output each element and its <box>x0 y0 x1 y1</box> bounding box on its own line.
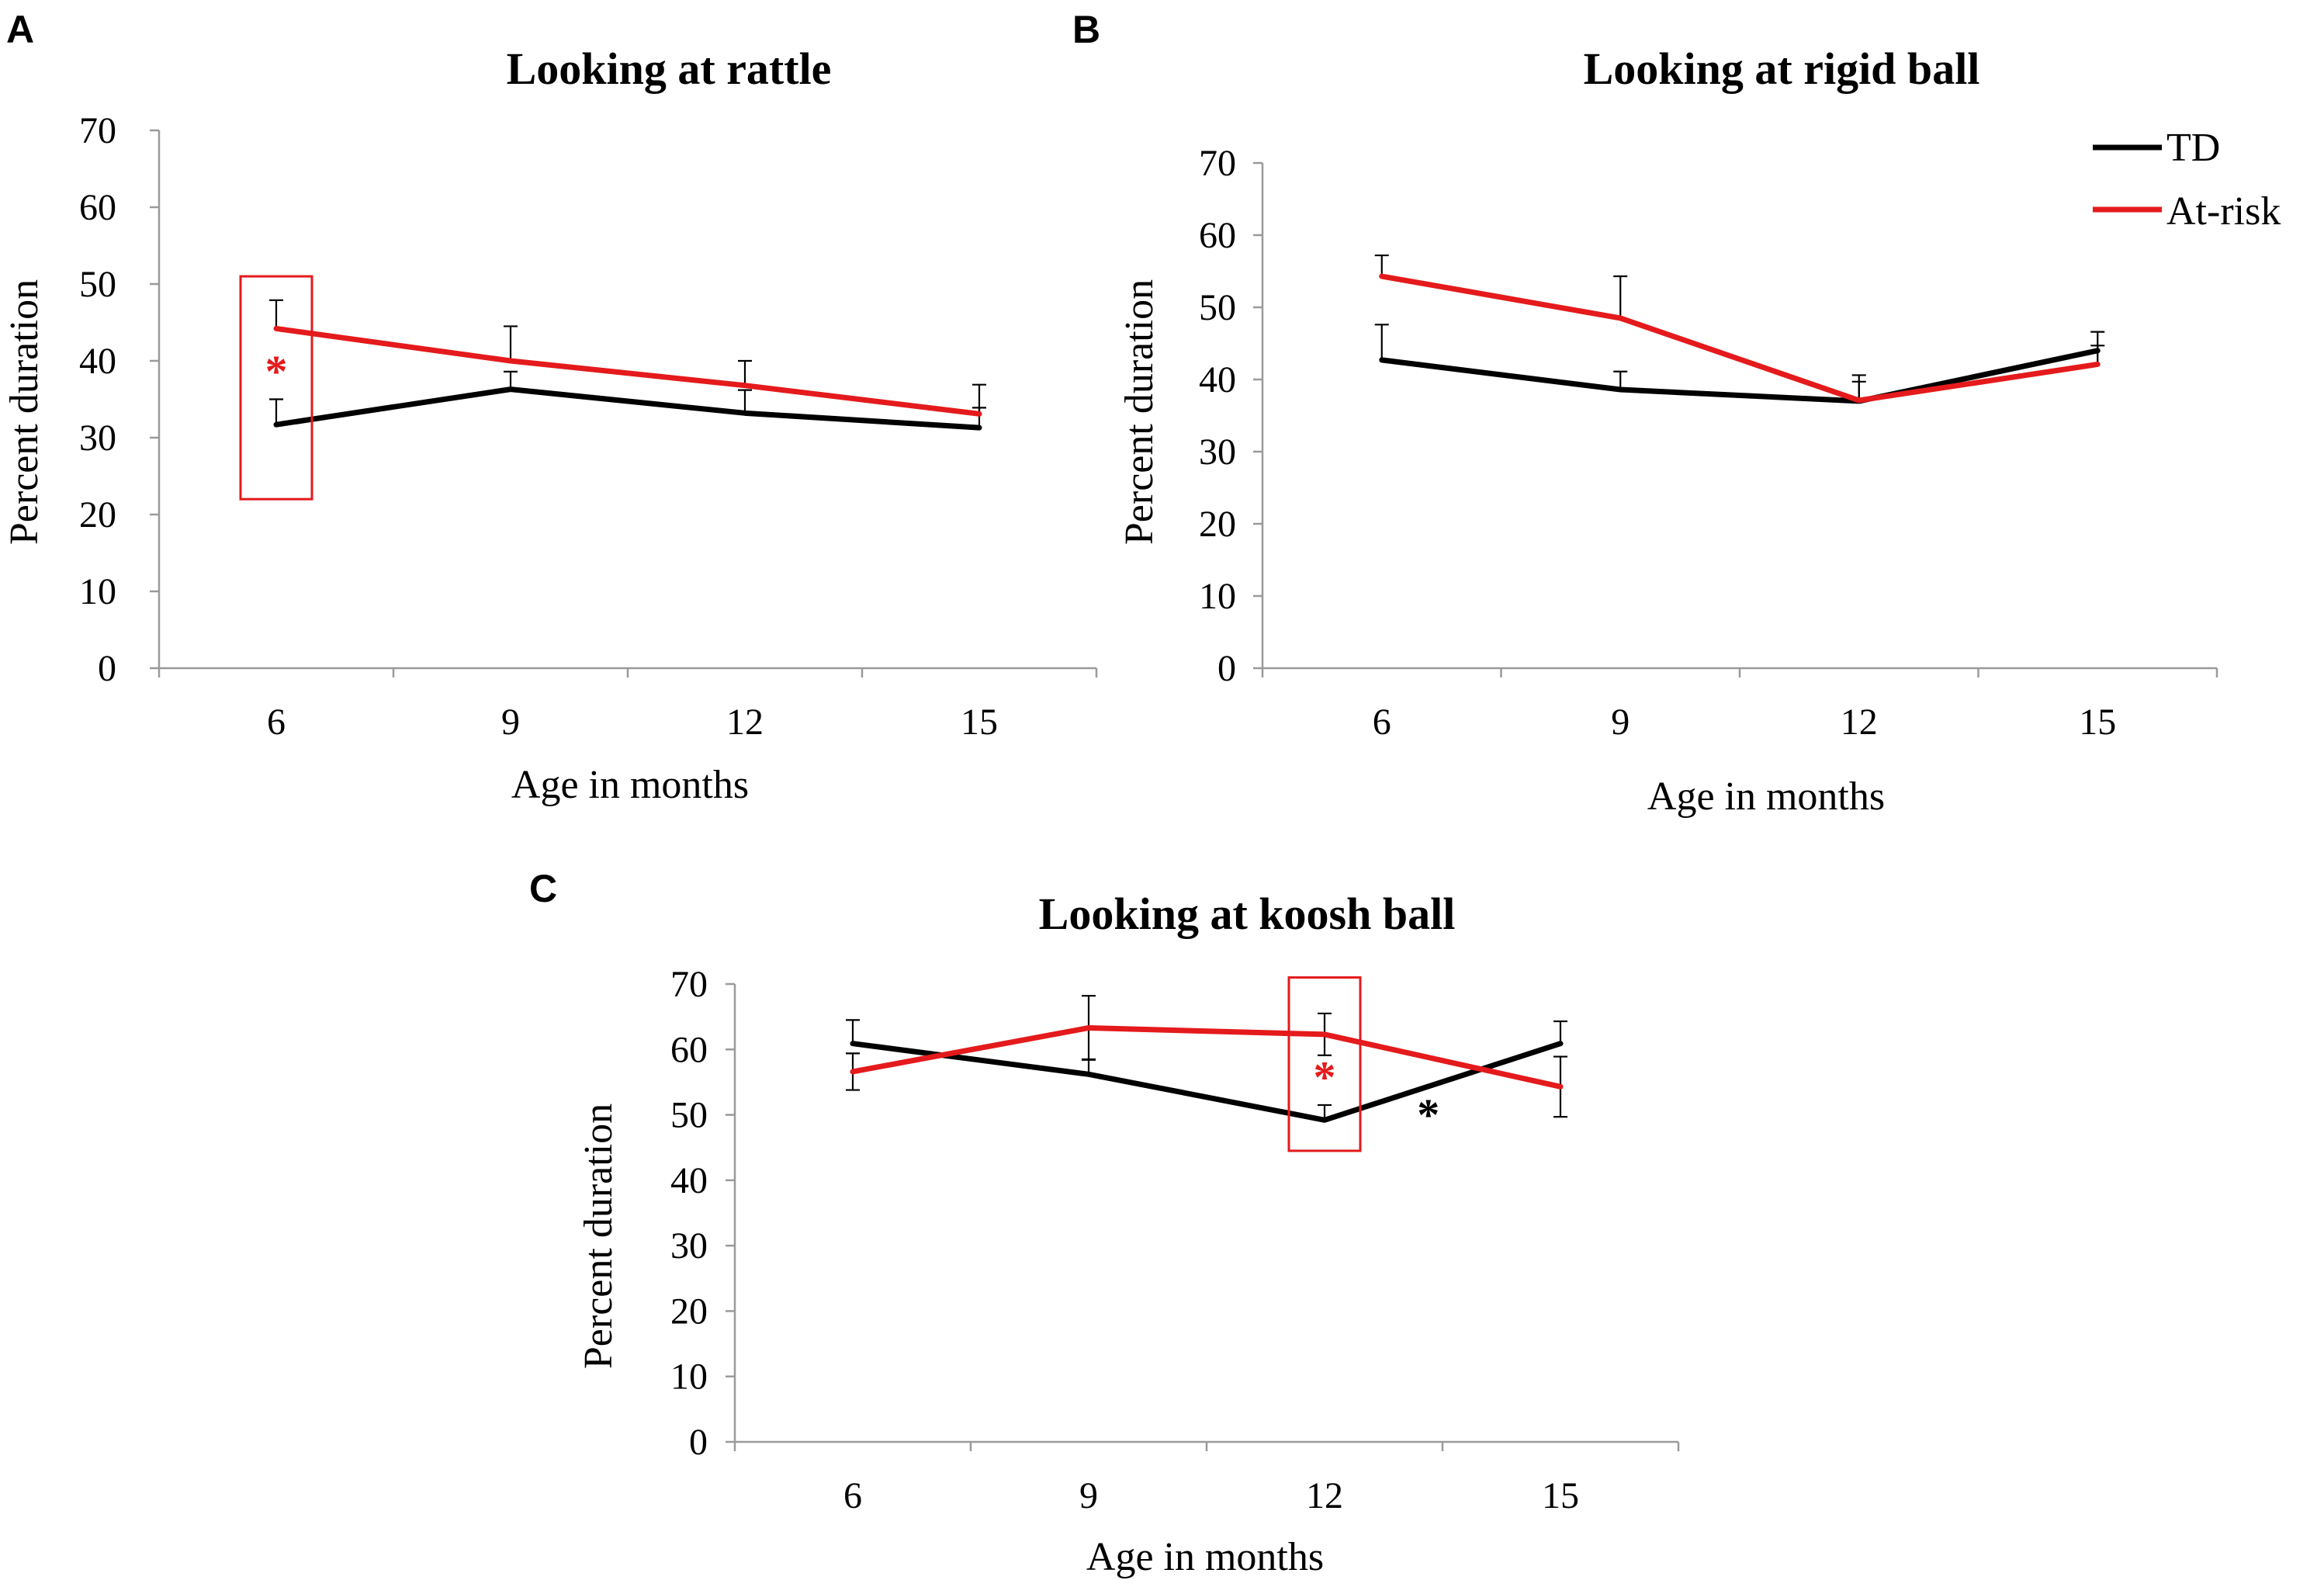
panel-a-y-tick-label: 50 <box>79 264 116 305</box>
panel-a-y-tick-label: 0 <box>98 648 116 689</box>
panel-c-y-tick-label: 30 <box>670 1225 708 1266</box>
panel-c-x-tick-label: 6 <box>843 1475 862 1516</box>
panel-b-y-tick-label: 30 <box>1199 431 1236 473</box>
panel-c-at-risk-line <box>850 1024 1564 1090</box>
panel-c-significance-star: * <box>1314 1052 1336 1102</box>
panel-c-significance-box <box>1287 976 1362 1152</box>
panel-letter-c: C <box>529 867 557 910</box>
panel-b-y-tick-label: 50 <box>1199 287 1236 328</box>
panel-a-x-tick-label: 6 <box>267 702 286 743</box>
panel-b-y-tick-label: 60 <box>1199 215 1236 256</box>
panel-a-at-risk-line <box>273 325 982 417</box>
panel-c-y-tick-label: 50 <box>670 1095 708 1136</box>
panel-c-xlabel: Age in months <box>1086 1535 1324 1579</box>
panel-b-plot-area: 0 10 20 30 40 50 60 70 6 9 12 15 <box>1199 143 2218 743</box>
panel-a-y-tick-label: 70 <box>79 110 116 151</box>
legend-label-td: TD <box>2166 126 2220 170</box>
panel-c-ylabel: Percent duration <box>577 1104 621 1369</box>
legend-label-at-risk: At-risk <box>2166 189 2281 234</box>
panel-a-xlabel: Age in months <box>511 763 749 807</box>
panel-a-plot-area: 0 10 20 30 40 50 60 70 6 9 12 15 * <box>79 110 1098 743</box>
panel-c-y-tick-label: 70 <box>670 964 708 1005</box>
panel-c-y-tick-label: 20 <box>670 1291 708 1332</box>
panel-b-y-tick-label: 0 <box>1217 648 1236 689</box>
panel-c-y-tick-label: 0 <box>689 1422 708 1463</box>
panel-a-y-tick-label: 10 <box>79 571 116 612</box>
panel-a: A Looking at rattle Percent duration Age… <box>2 8 1098 807</box>
panel-a-td-line <box>273 386 982 431</box>
panel-a-x-tick-label: 9 <box>501 702 520 743</box>
panel-c-x-tick-label: 15 <box>1542 1475 1579 1516</box>
panel-b-x-tick-label: 6 <box>1373 702 1391 743</box>
panel-b-td-line <box>1379 348 2101 404</box>
panel-a-y-tick-label: 60 <box>79 187 116 228</box>
panel-c-y-tick-label: 10 <box>670 1357 708 1398</box>
panel-c: C Looking at koosh ball Percent duration… <box>529 867 1680 1579</box>
panel-c-y-tick-label: 40 <box>670 1160 708 1201</box>
panel-b-y-tick-label: 70 <box>1199 143 1236 184</box>
panel-b: B Looking at rigid ball Percent duration… <box>1072 8 2281 819</box>
panel-c-x-tick-label: 9 <box>1079 1475 1098 1516</box>
panel-c-td-line <box>850 1041 1564 1123</box>
panel-b-title: Looking at rigid ball <box>1584 43 1980 94</box>
legend: TD At-risk <box>2093 126 2281 234</box>
panel-a-ylabel: Percent duration <box>2 279 47 545</box>
panel-a-x-tick-label: 15 <box>961 702 998 743</box>
panel-a-significance-star: * <box>265 346 288 397</box>
panel-b-y-tick-label: 10 <box>1199 576 1236 617</box>
panel-b-y-tick-label: 40 <box>1199 359 1236 400</box>
panel-a-significance-box <box>239 275 313 501</box>
panel-b-y-tick-label: 20 <box>1199 504 1236 545</box>
panel-c-x-tick-label: 12 <box>1306 1475 1343 1516</box>
panel-a-y-tick-label: 40 <box>79 341 116 382</box>
panel-a-x-tick-label: 12 <box>726 702 764 743</box>
panel-letter-b: B <box>1072 8 1100 51</box>
panel-a-y-tick-label: 20 <box>79 494 116 535</box>
panel-c-significance-star: * <box>1417 1090 1439 1140</box>
panel-b-at-risk-line <box>1379 273 2101 404</box>
panel-c-plot-area: 0 10 20 30 40 50 60 70 6 9 12 15 * * <box>670 964 1680 1516</box>
panel-a-title: Looking at rattle <box>507 43 832 94</box>
panel-letter-a: A <box>6 8 34 51</box>
panel-a-y-tick-label: 30 <box>79 418 116 459</box>
panel-b-x-tick-label: 15 <box>2079 702 2116 743</box>
panel-b-x-tick-label: 9 <box>1611 702 1630 743</box>
panel-b-xlabel: Age in months <box>1647 774 1885 819</box>
panel-c-y-tick-label: 60 <box>670 1029 708 1070</box>
panel-b-x-tick-label: 12 <box>1841 702 1878 743</box>
panel-c-title: Looking at koosh ball <box>1039 889 1456 939</box>
panel-b-ylabel: Percent duration <box>1117 279 1162 545</box>
